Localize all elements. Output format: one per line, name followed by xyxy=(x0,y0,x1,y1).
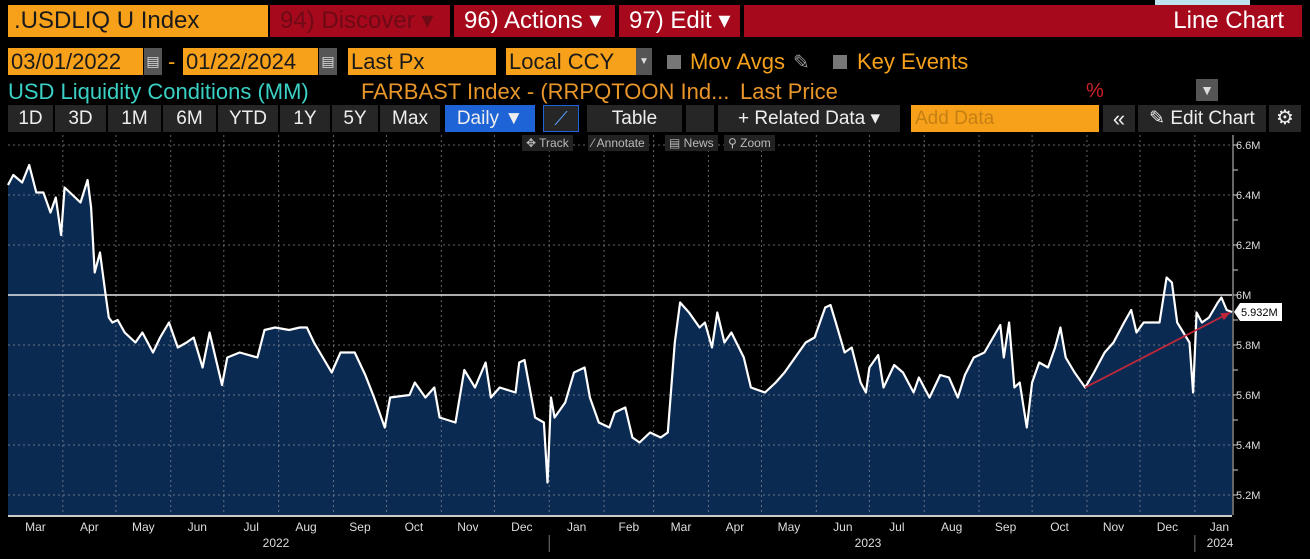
range-button-1m[interactable]: 1M xyxy=(108,105,161,132)
calendar-icon[interactable]: ▤ xyxy=(144,48,162,75)
x-tick-label: Jul xyxy=(244,520,259,534)
add-data-input[interactable]: Add Data xyxy=(911,105,1099,132)
x-tick-label: Oct xyxy=(1050,520,1069,534)
x-tick-label: May xyxy=(778,520,801,534)
y-tick-label: 6.2M xyxy=(1236,240,1260,252)
popup-tab xyxy=(1155,0,1250,9)
x-tick-label: Jun xyxy=(188,520,207,534)
line-chart-icon[interactable]: ⟋ xyxy=(543,105,579,132)
range-button-6m[interactable]: 6M xyxy=(163,105,216,132)
mov-avgs-checkbox[interactable] xyxy=(667,55,681,69)
zoom-tool[interactable]: ⚲ Zoom xyxy=(724,135,775,151)
trend-arrow-head xyxy=(1220,312,1231,321)
x-tick-label: Jul xyxy=(889,520,904,534)
range-button-1d[interactable]: 1D xyxy=(8,105,53,132)
toolbar-spacer xyxy=(686,105,714,132)
actions-menu[interactable]: 96) Actions ▾ xyxy=(454,5,615,37)
edit-menu[interactable]: 97) Edit ▾ xyxy=(619,5,740,37)
range-button-ytd[interactable]: YTD xyxy=(218,105,278,132)
ticker-input[interactable]: .USDLIQ U Index xyxy=(8,5,268,37)
y-tick-label: 5.4M xyxy=(1236,440,1260,452)
x-tick-label: Mar xyxy=(671,520,692,534)
related-data-menu[interactable]: + Related Data ▾ xyxy=(718,105,900,132)
mov-avgs-label: Mov Avgs xyxy=(690,49,785,74)
y-tick-label: 6.4M xyxy=(1236,190,1260,202)
x-tick-label: Oct xyxy=(405,520,424,534)
range-button-max[interactable]: Max xyxy=(380,105,440,132)
x-tick-label: Jan xyxy=(567,520,586,534)
x-tick-label: Mar xyxy=(25,520,46,534)
y-tick-label: 6.6M xyxy=(1236,140,1260,152)
y-tick-label: 5.2M xyxy=(1236,490,1260,502)
x-tick-label: Feb xyxy=(619,520,640,534)
x-tick-label: Sep xyxy=(349,520,371,534)
x-tick-label: Aug xyxy=(295,520,316,534)
percent-toggle[interactable]: % xyxy=(1086,80,1104,102)
x-tick-label: Aug xyxy=(941,520,962,534)
x-year-label: 2023 xyxy=(855,536,882,550)
x-tick-label: Apr xyxy=(80,520,99,534)
news-tool[interactable]: ▤ News xyxy=(665,135,718,151)
chevron-down-icon[interactable]: ▼ xyxy=(636,48,652,75)
y-tick-label: 5.8M xyxy=(1236,340,1260,352)
x-tick-label: Nov xyxy=(1103,520,1124,534)
x-tick-label: Jan xyxy=(1210,520,1229,534)
key-events-checkbox[interactable] xyxy=(833,55,847,69)
last-value-badge xyxy=(1234,303,1282,321)
track-tool[interactable]: ✥ Track xyxy=(522,135,573,151)
field-select[interactable]: Last Px xyxy=(348,48,496,75)
x-tick-label: Dec xyxy=(511,520,532,534)
annotate-tool[interactable]: ⁄ Annotate xyxy=(588,135,649,151)
date-range-dash: - xyxy=(168,49,176,74)
x-tick-label: Sep xyxy=(995,520,1017,534)
range-button-5y[interactable]: 5Y xyxy=(332,105,378,132)
x-tick-label: Apr xyxy=(726,520,745,534)
edit-chart-button[interactable]: ✎ Edit Chart xyxy=(1138,105,1266,132)
x-tick-label: Nov xyxy=(457,520,478,534)
x-year-label: 2024 xyxy=(1207,536,1234,550)
table-button[interactable]: Table xyxy=(587,105,682,132)
calendar-icon[interactable]: ▤ xyxy=(319,48,337,75)
view-title: Line Chart xyxy=(744,5,1302,37)
currency-select[interactable]: Local CCY xyxy=(506,48,636,75)
trend-arrow-line xyxy=(1084,311,1231,389)
gear-icon[interactable]: ⚙ xyxy=(1269,105,1301,132)
legend-dropdown-icon[interactable]: ▼ xyxy=(1196,79,1218,101)
x-tick-label: Dec xyxy=(1157,520,1178,534)
series-line xyxy=(7,163,1233,484)
start-date-input[interactable]: 03/01/2022 xyxy=(8,48,143,75)
x-year-label: 2022 xyxy=(263,536,290,550)
last-value-label: 5.932M xyxy=(1241,307,1278,319)
price-label: Last Price xyxy=(740,79,838,104)
frequency-select[interactable]: Daily ▼ xyxy=(445,105,535,132)
series-area-fill xyxy=(8,165,1232,515)
x-tick-label: May xyxy=(132,520,155,534)
discover-button[interactable]: 94) Discover ▾ xyxy=(270,5,450,37)
y-tick-label: 6M xyxy=(1236,290,1251,302)
key-events-label: Key Events xyxy=(857,49,969,74)
series-title: USD Liquidity Conditions (MM) xyxy=(8,79,309,104)
range-button-3d[interactable]: 3D xyxy=(55,105,106,132)
pencil-icon[interactable]: ✎ xyxy=(793,52,810,74)
range-button-1y[interactable]: 1Y xyxy=(280,105,330,132)
series-formula[interactable]: FARBAST Index - (RRPQTOON Ind... xyxy=(361,79,730,104)
y-tick-label: 5.6M xyxy=(1236,390,1260,402)
x-tick-label: Jun xyxy=(833,520,852,534)
collapse-icon[interactable]: « xyxy=(1103,105,1135,132)
end-date-input[interactable]: 01/22/2024 xyxy=(183,48,318,75)
